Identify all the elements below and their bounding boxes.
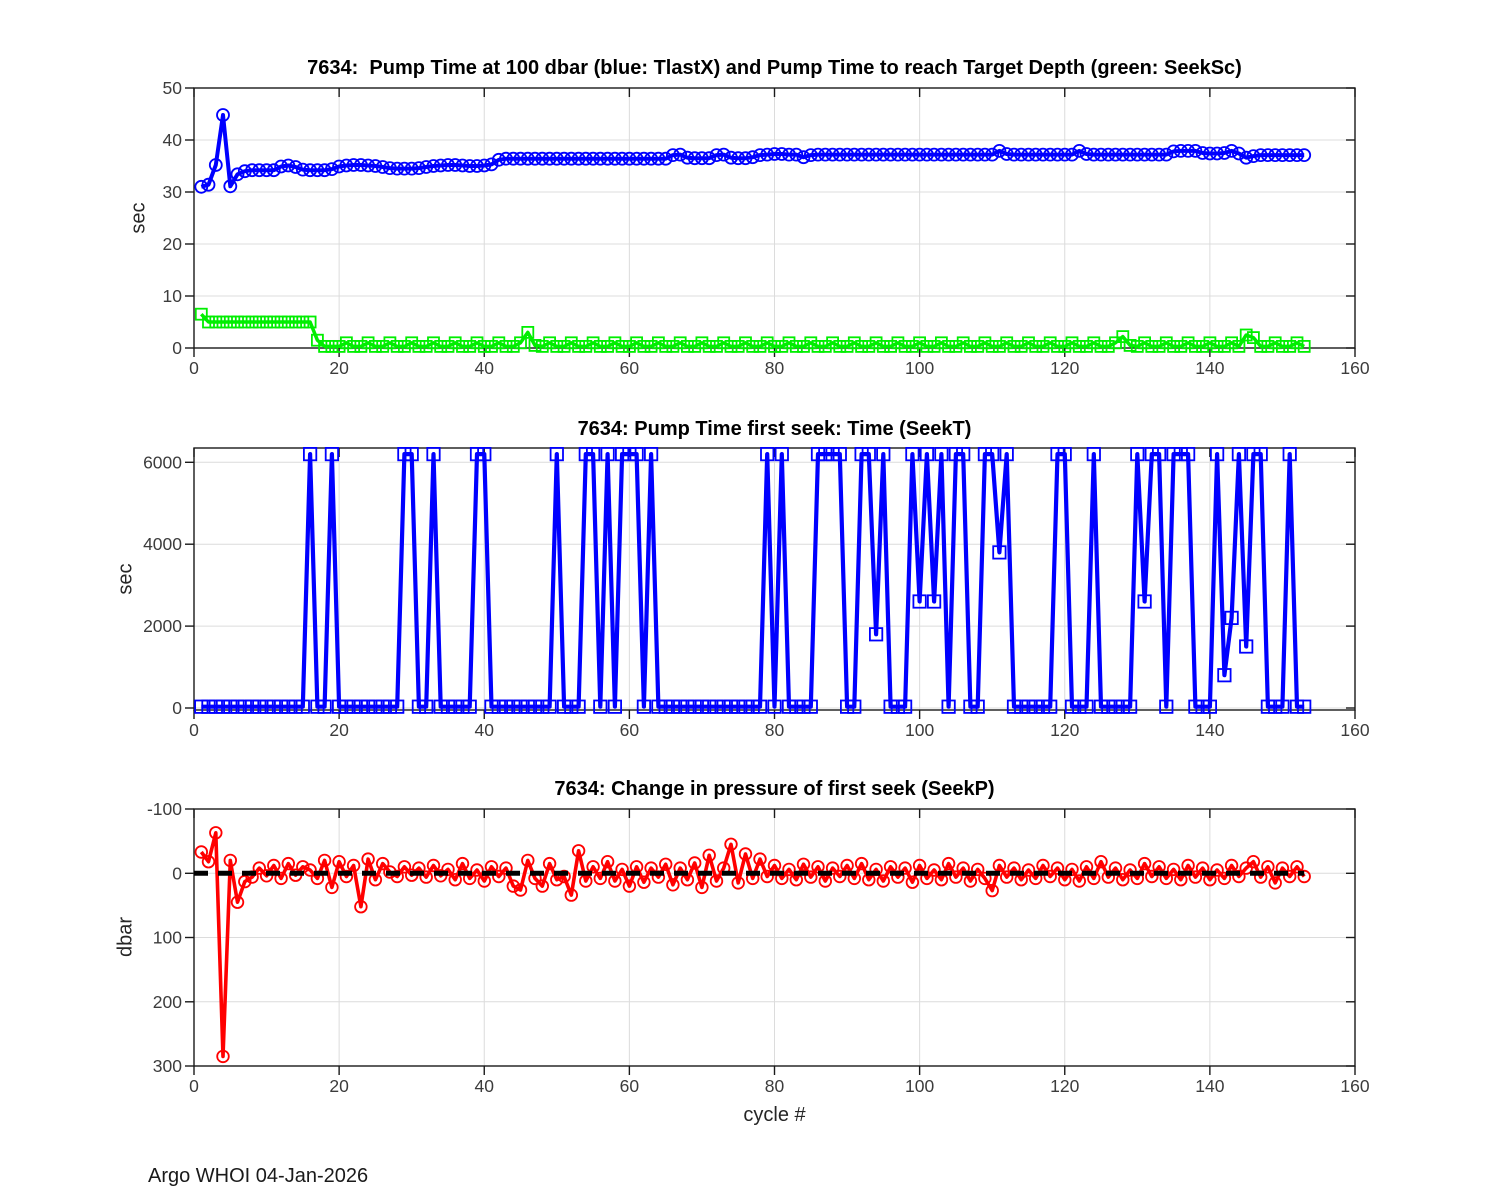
series-markers-SeekP — [194, 826, 1311, 1064]
chart2-xtick: 20 — [329, 720, 349, 740]
chart2-xtick: 0 — [189, 720, 199, 740]
chart2-xtick: 40 — [475, 720, 495, 740]
chart2-xtick: 140 — [1195, 720, 1224, 740]
footer-text: Argo WHOI 04-Jan-2026 — [148, 1165, 369, 1187]
chart1-xtick: 40 — [475, 358, 495, 378]
x-axis-label: cycle # — [743, 1104, 806, 1126]
chart1-xtick: 140 — [1195, 358, 1224, 378]
chart1-xtick: 100 — [905, 358, 934, 378]
chart3-ytick: -100 — [147, 799, 182, 819]
chart1-ytick: 30 — [163, 182, 183, 202]
chart3-ytick: 300 — [153, 1056, 182, 1076]
chart2-xtick: 120 — [1050, 720, 1079, 740]
chart1-axes: 0 20 40 60 80 100 120 140 160 0 10 20 30 40 50 — [163, 78, 1370, 378]
chart2-ytick: 0 — [172, 698, 182, 718]
chart3-xtick: 100 — [905, 1076, 934, 1096]
chart1-ytick: 50 — [163, 78, 183, 98]
chart3-xtick: 160 — [1340, 1076, 1369, 1096]
chart2-ytick: 4000 — [143, 534, 182, 554]
chart1-xtick: 20 — [329, 358, 349, 378]
chart1-xtick: 120 — [1050, 358, 1079, 378]
chart1-ytick: 10 — [163, 286, 183, 306]
chart3-ytick: 200 — [153, 992, 182, 1012]
chart2-xtick: 60 — [620, 720, 640, 740]
chart1-ytick: 40 — [163, 130, 183, 150]
chart2-title: 7634: Pump Time first seek: Time (SeekT) — [577, 418, 972, 440]
chart3-xtick: 40 — [475, 1076, 495, 1096]
chart3-xtick: 60 — [620, 1076, 640, 1096]
chart3-xtick: 140 — [1195, 1076, 1224, 1096]
chart2-xtick: 80 — [765, 720, 785, 740]
chart2-ytick: 6000 — [143, 452, 182, 472]
chart2-xtick: 160 — [1340, 720, 1369, 740]
chart1-xtick: 60 — [620, 358, 640, 378]
chart3-xtick: 0 — [189, 1076, 199, 1096]
chart1-xtick: 160 — [1340, 358, 1369, 378]
chart3-title: 7634: Change in pressure of first seek (… — [554, 778, 995, 800]
chart3-xtick: 80 — [765, 1076, 785, 1096]
series-line-TlastX — [200, 113, 1305, 189]
chart1-title: 7634: Pump Time at 100 dbar (blue: Tlast… — [307, 57, 1242, 79]
chart3-xtick: 120 — [1050, 1076, 1079, 1096]
chart1-xtick: 0 — [189, 358, 199, 378]
chart2-xtick: 100 — [905, 720, 934, 740]
chart1-xtick: 80 — [765, 358, 785, 378]
chart1-ytick: 0 — [172, 338, 182, 358]
chart3-axes: 0 20 40 60 80 100 120 140 160 -100 0 100 200 300 — [147, 799, 1370, 1096]
chart3-xtick: 20 — [329, 1076, 349, 1096]
series-line-SeekT — [201, 452, 1305, 709]
series-markers-SeekSc — [194, 307, 1311, 353]
chart2-ytick: 2000 — [143, 616, 182, 636]
series-markers-TlastX — [194, 108, 1312, 194]
chart1-ytick: 20 — [163, 234, 183, 254]
series-line-SeekP — [199, 830, 1306, 1059]
series-markers-SeekT — [194, 446, 1312, 714]
chart3-ytick: 0 — [172, 863, 182, 883]
chart3-ytick: 100 — [153, 928, 182, 948]
